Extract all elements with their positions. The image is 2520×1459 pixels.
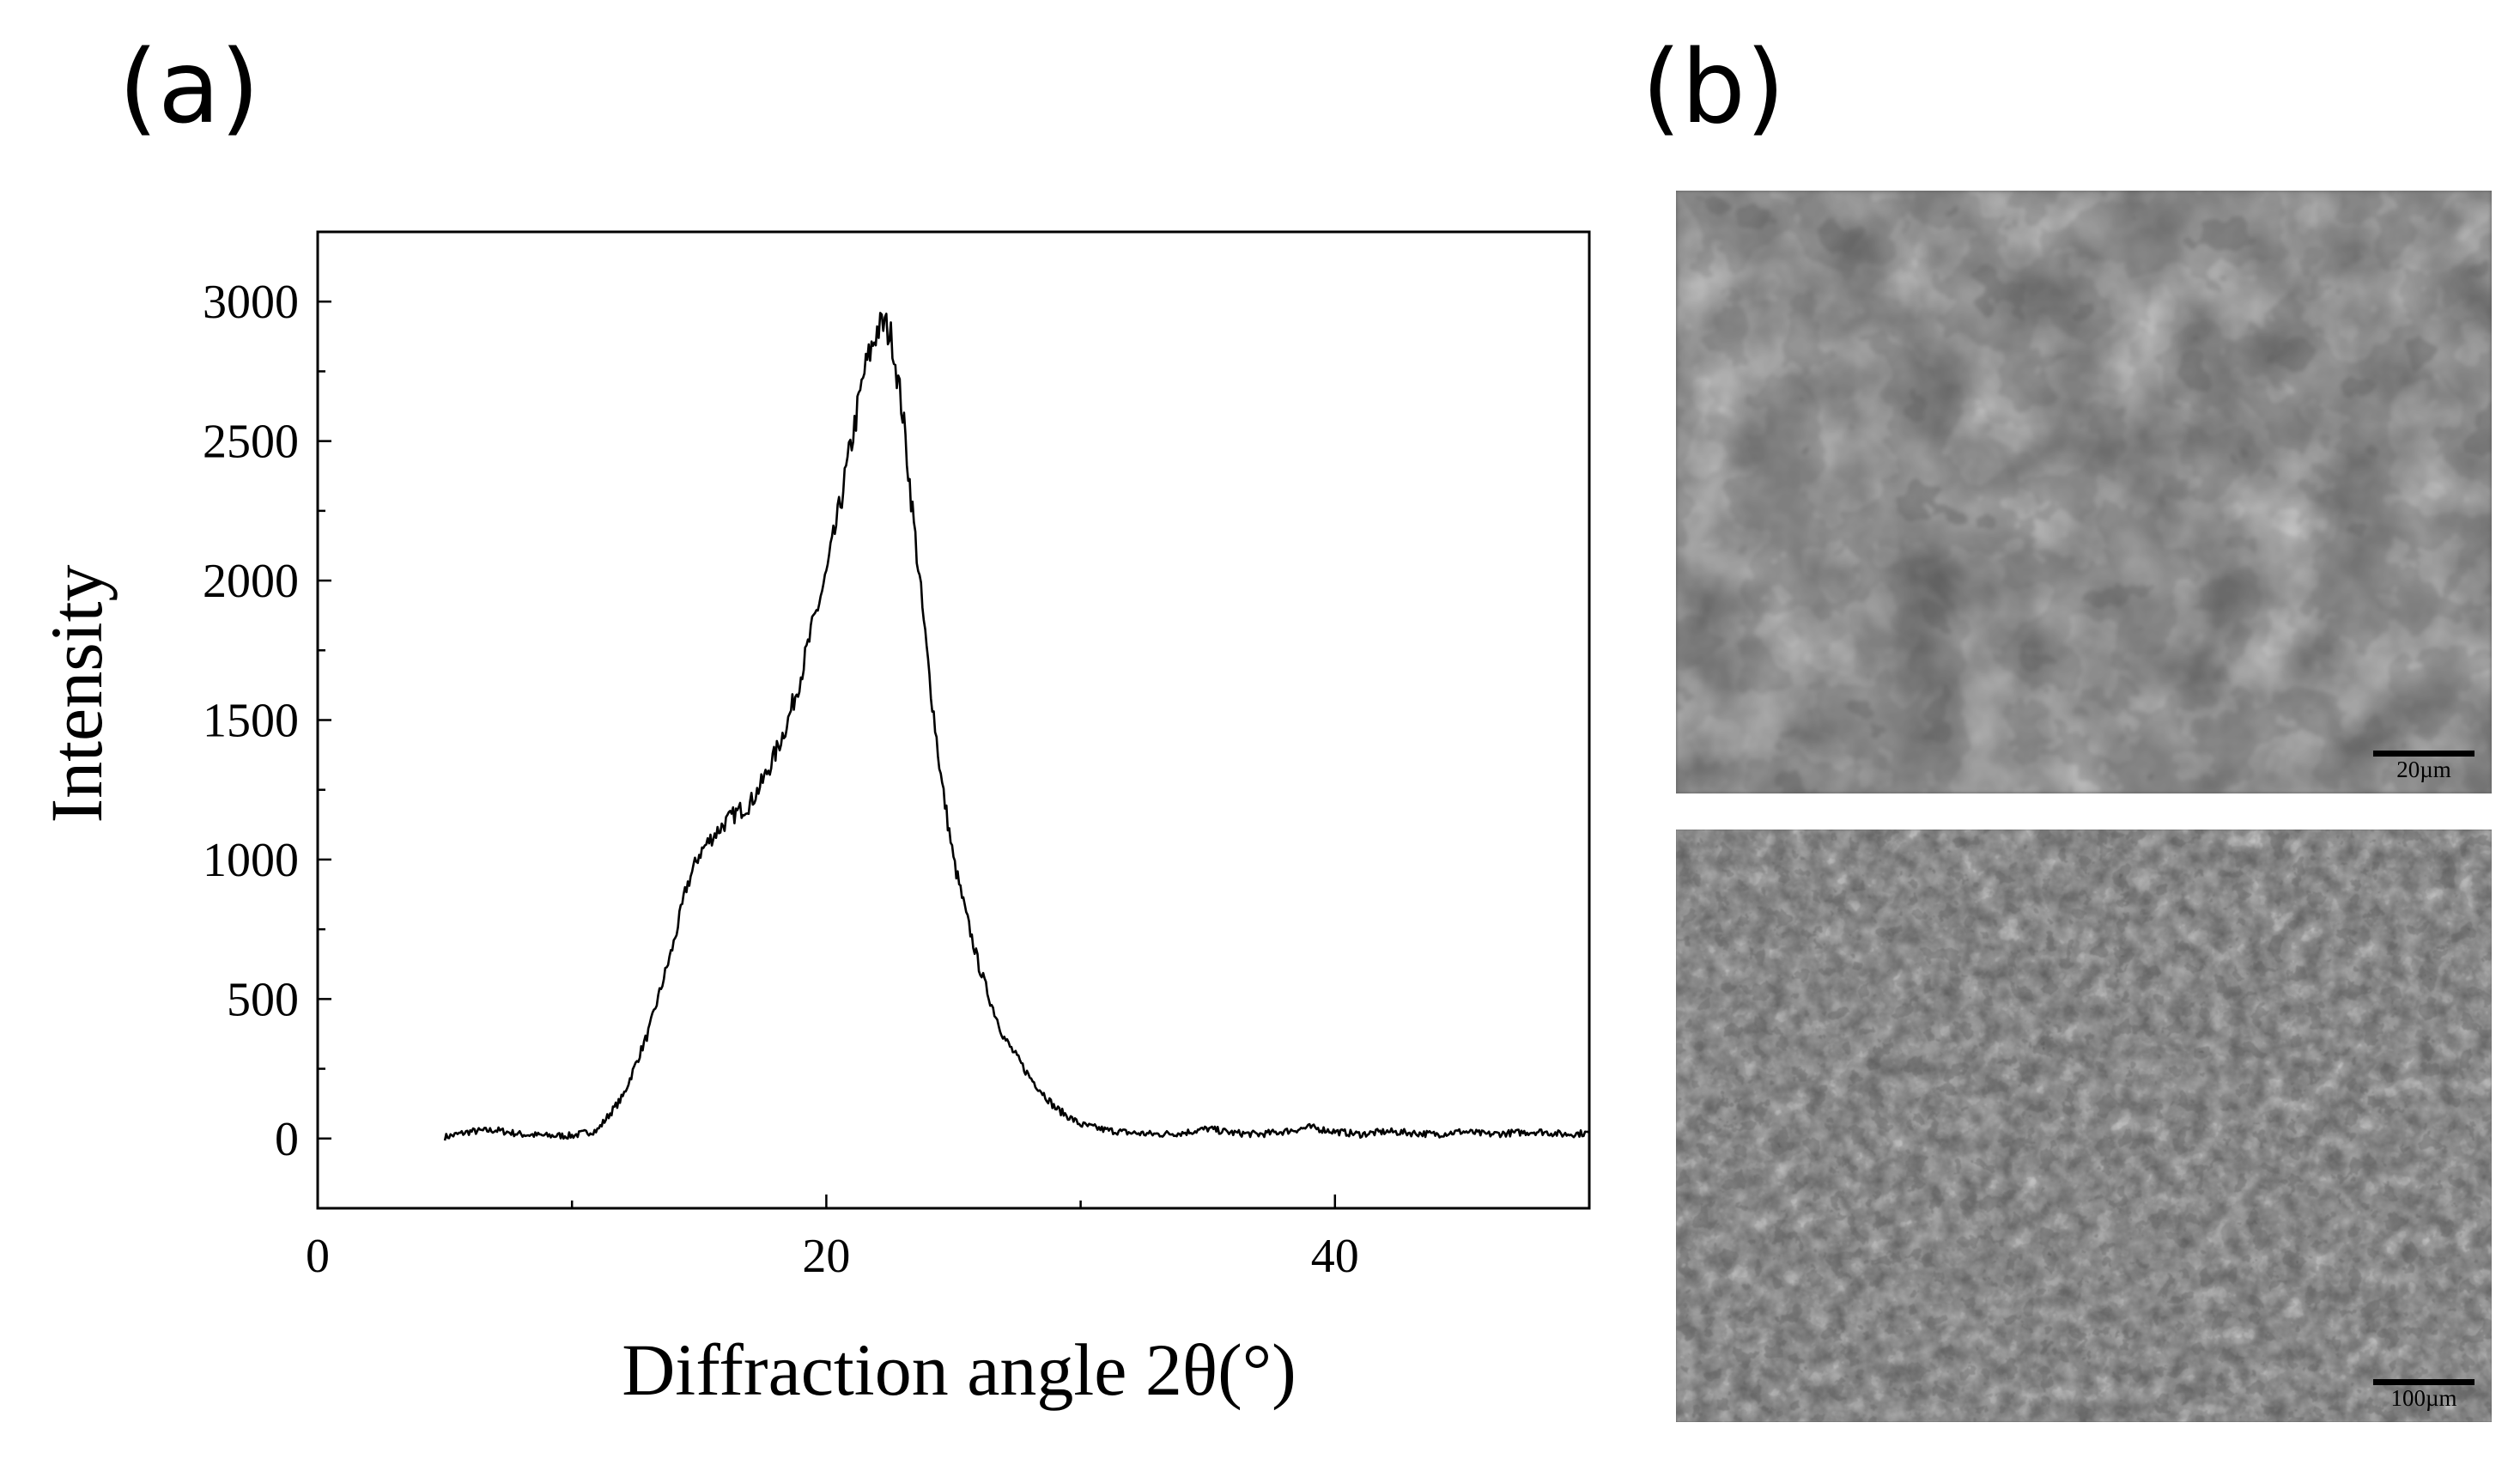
chart-ticks: 0 500 1000 1500 2000 2500 3000 0 20 40 — [203, 276, 1591, 1283]
scale-bar-100um: 100µm — [2373, 1379, 2474, 1410]
x-tick-label: 40 — [1311, 1230, 1359, 1283]
xrd-chart: 0 500 1000 1500 2000 2500 3000 0 20 40 Diffractio… — [35, 230, 1591, 1411]
y-tick-label: 1500 — [203, 695, 299, 748]
x-tick-label: 20 — [802, 1230, 850, 1283]
chart-axes — [316, 230, 1591, 1210]
sem-image-bottom: 100µm — [1676, 830, 2492, 1422]
y-axis-label: Intensity — [35, 565, 118, 824]
y-tick-label: 1000 — [203, 834, 299, 887]
y-tick-label: 0 — [275, 1113, 299, 1166]
plot-frame — [316, 230, 1591, 1210]
x-axis-label: Diffraction angle 2θ(°) — [622, 1328, 1296, 1411]
scale-bar-label: 100µm — [2390, 1385, 2457, 1411]
series-line — [443, 312, 1590, 1141]
y-tick-label: 2000 — [203, 555, 299, 608]
y-tick-label: 3000 — [203, 276, 299, 329]
y-tick-label: 2500 — [203, 416, 299, 469]
y-tick-label: 500 — [227, 973, 299, 1026]
scale-bar-20um: 20µm — [2373, 751, 2474, 781]
panel-b-label: (b) — [1642, 27, 1785, 146]
sem-image-top: 20µm — [1676, 191, 2492, 793]
scale-bar-label: 20µm — [2396, 757, 2451, 782]
x-tick-label: 0 — [306, 1230, 330, 1283]
panel-a-label: (a) — [118, 27, 260, 146]
